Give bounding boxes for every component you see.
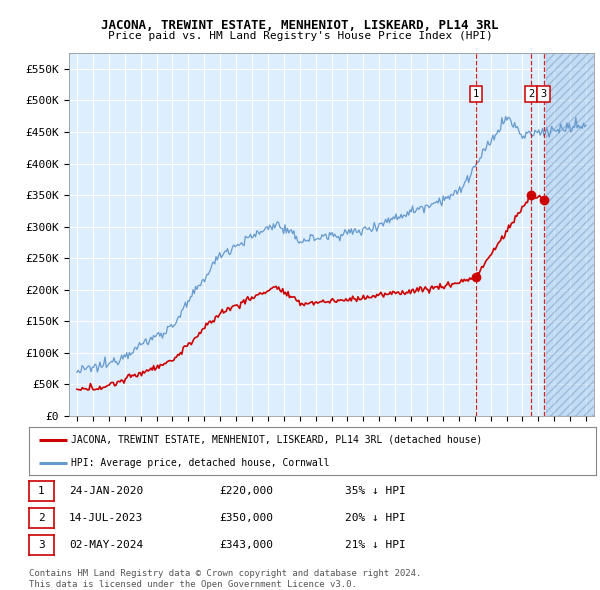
- Text: 2: 2: [38, 513, 45, 523]
- Text: This data is licensed under the Open Government Licence v3.0.: This data is licensed under the Open Gov…: [29, 579, 356, 589]
- Text: Price paid vs. HM Land Registry's House Price Index (HPI): Price paid vs. HM Land Registry's House …: [107, 31, 493, 41]
- Text: 3: 3: [541, 89, 547, 99]
- Text: JACONA, TREWINT ESTATE, MENHENIOT, LISKEARD, PL14 3RL: JACONA, TREWINT ESTATE, MENHENIOT, LISKE…: [101, 19, 499, 32]
- Text: 20% ↓ HPI: 20% ↓ HPI: [345, 513, 406, 523]
- Text: £350,000: £350,000: [219, 513, 273, 523]
- Text: 14-JUL-2023: 14-JUL-2023: [69, 513, 143, 523]
- Text: HPI: Average price, detached house, Cornwall: HPI: Average price, detached house, Corn…: [71, 458, 330, 468]
- Text: 35% ↓ HPI: 35% ↓ HPI: [345, 486, 406, 496]
- Text: 21% ↓ HPI: 21% ↓ HPI: [345, 540, 406, 550]
- Text: 3: 3: [38, 540, 45, 550]
- Text: Contains HM Land Registry data © Crown copyright and database right 2024.: Contains HM Land Registry data © Crown c…: [29, 569, 421, 578]
- Text: £220,000: £220,000: [219, 486, 273, 496]
- Text: £343,000: £343,000: [219, 540, 273, 550]
- Text: 24-JAN-2020: 24-JAN-2020: [69, 486, 143, 496]
- Text: 1: 1: [38, 486, 45, 496]
- Text: 1: 1: [473, 89, 479, 99]
- Text: 2: 2: [528, 89, 534, 99]
- Text: 02-MAY-2024: 02-MAY-2024: [69, 540, 143, 550]
- Text: JACONA, TREWINT ESTATE, MENHENIOT, LISKEARD, PL14 3RL (detached house): JACONA, TREWINT ESTATE, MENHENIOT, LISKE…: [71, 435, 482, 445]
